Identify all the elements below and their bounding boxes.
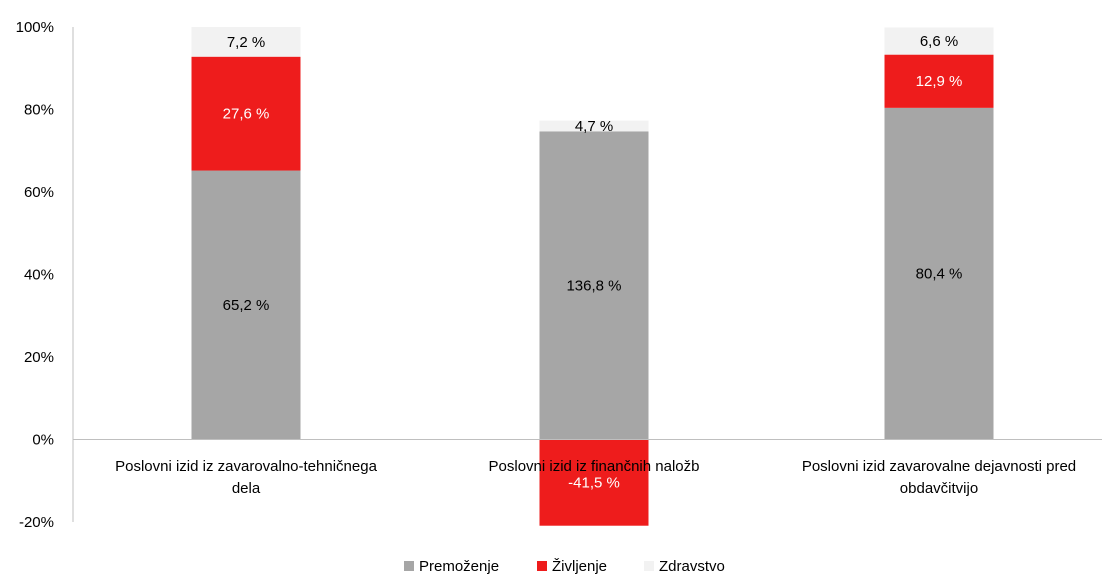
data-label: 65,2 % bbox=[223, 297, 270, 314]
legend-label: Življenje bbox=[552, 558, 607, 575]
bar-segment bbox=[884, 54, 994, 108]
bar-segment bbox=[539, 439, 649, 526]
bars bbox=[191, 27, 994, 526]
legend-swatch bbox=[644, 561, 654, 571]
data-label: -41,5 % bbox=[568, 475, 620, 492]
data-label: 6,6 % bbox=[920, 33, 958, 50]
y-tick-label: 80% bbox=[24, 102, 54, 119]
bar-segment bbox=[884, 27, 994, 55]
bar-segment bbox=[539, 131, 649, 440]
bar-segment bbox=[884, 107, 994, 440]
category-label: Poslovni izid iz zavarovalno-tehničnega d… bbox=[115, 458, 377, 497]
data-label: 80,4 % bbox=[916, 266, 963, 283]
data-label: 27,6 % bbox=[223, 106, 270, 123]
legend-swatch bbox=[404, 561, 414, 571]
y-tick-label: 20% bbox=[24, 349, 54, 366]
bar-segment bbox=[539, 120, 649, 132]
legend-label: Premoženje bbox=[419, 558, 499, 575]
legend: Premoženje Življenje Zdravstvo bbox=[404, 558, 725, 575]
y-axis: -20% 0% 20% 40% 60% 80% 100% bbox=[16, 19, 74, 531]
data-label: 12,9 % bbox=[916, 73, 963, 90]
legend-label: Zdravstvo bbox=[659, 558, 725, 575]
data-labels: 65,2 % 27,6 % 7,2 % 136,8 % -41,5 % 4,7 % 80,4… bbox=[223, 33, 963, 492]
category-labels: Poslovni izid iz zavarovalno-tehničnega d… bbox=[115, 458, 1076, 497]
data-label: 136,8 % bbox=[566, 277, 621, 294]
bar-segment bbox=[191, 56, 301, 171]
legend-swatch bbox=[537, 561, 547, 571]
y-tick-label: -20% bbox=[19, 514, 54, 531]
data-label: 4,7 % bbox=[575, 118, 613, 135]
y-tick-label: 0% bbox=[32, 432, 54, 449]
y-tick-label: 100% bbox=[16, 19, 54, 36]
bar-segment bbox=[191, 27, 301, 57]
category-label: Poslovni izid zavarovalne dejavnosti pre… bbox=[802, 458, 1076, 497]
bar-segment bbox=[191, 170, 301, 440]
data-label: 7,2 % bbox=[227, 34, 265, 51]
y-tick-label: 40% bbox=[24, 267, 54, 284]
y-tick-label: 60% bbox=[24, 184, 54, 201]
category-label: Poslovni izid iz finančnih naložb bbox=[489, 458, 700, 475]
